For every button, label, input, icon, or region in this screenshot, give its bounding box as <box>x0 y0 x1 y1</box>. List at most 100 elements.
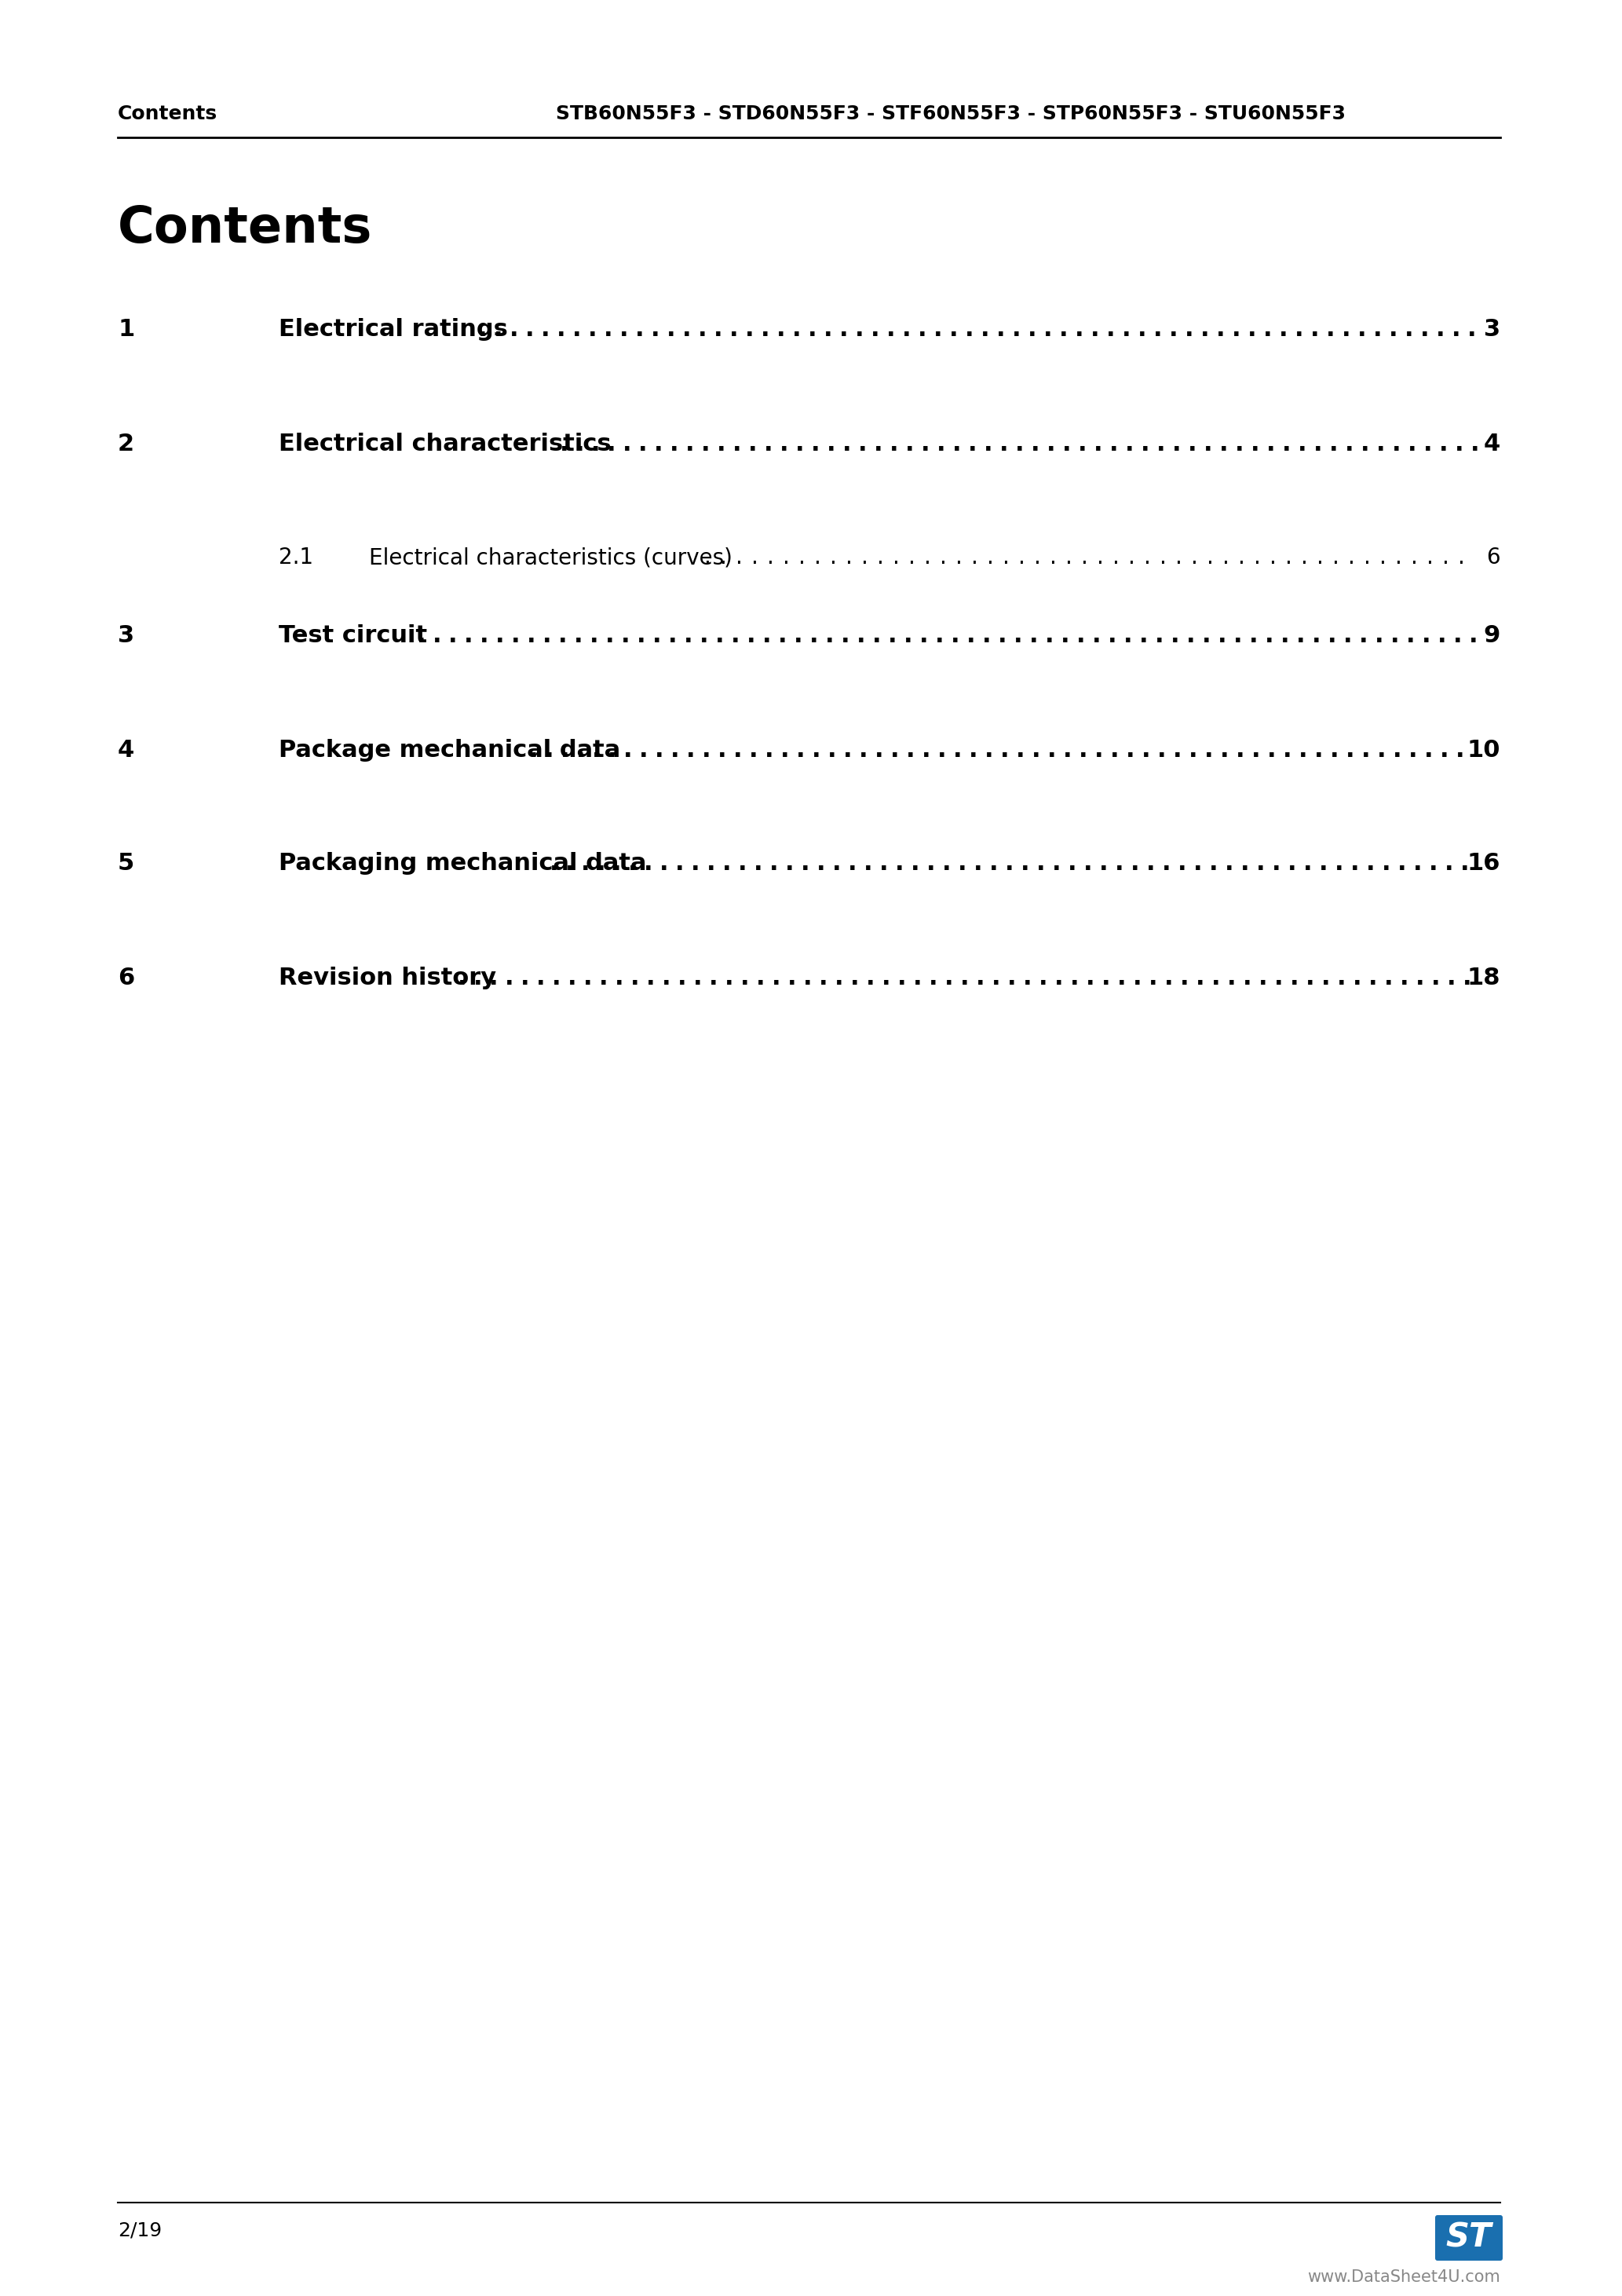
Text: .: . <box>1455 432 1465 455</box>
Text: .: . <box>736 546 743 569</box>
Text: .: . <box>725 967 733 990</box>
Text: .: . <box>1241 852 1249 875</box>
Text: .: . <box>545 739 555 762</box>
Text: .: . <box>783 546 790 569</box>
Text: .: . <box>597 852 605 875</box>
Text: .: . <box>1288 852 1296 875</box>
Text: .: . <box>874 432 882 455</box>
Text: .: . <box>1023 967 1032 990</box>
Text: .: . <box>1153 319 1163 342</box>
Text: .: . <box>910 852 920 875</box>
Text: .: . <box>1314 432 1322 455</box>
Text: Electrical characteristics: Electrical characteristics <box>279 432 611 455</box>
Text: .: . <box>809 625 819 647</box>
Text: .: . <box>1202 625 1212 647</box>
Text: .: . <box>448 625 457 647</box>
Text: .: . <box>944 967 954 990</box>
Text: .: . <box>740 967 749 990</box>
Text: .: . <box>1453 625 1463 647</box>
Text: .: . <box>1408 739 1418 762</box>
Text: .: . <box>702 739 710 762</box>
Text: .: . <box>1038 967 1048 990</box>
Text: .: . <box>988 546 994 569</box>
Text: .: . <box>668 625 678 647</box>
Text: .: . <box>733 739 743 762</box>
Text: .: . <box>921 739 931 762</box>
Text: .: . <box>1470 625 1478 647</box>
Text: .: . <box>1375 432 1385 455</box>
Text: .: . <box>1075 319 1083 342</box>
Text: Contents: Contents <box>118 103 217 124</box>
Text: .: . <box>983 625 991 647</box>
Text: .: . <box>1156 739 1166 762</box>
Text: .: . <box>1458 546 1465 569</box>
Text: .: . <box>887 625 897 647</box>
Text: .: . <box>895 852 903 875</box>
Text: .: . <box>861 546 869 569</box>
Text: .: . <box>1302 852 1312 875</box>
Text: .: . <box>811 739 821 762</box>
Text: .: . <box>1314 739 1324 762</box>
Text: 2/19: 2/19 <box>118 2220 162 2239</box>
Text: .: . <box>744 319 754 342</box>
Text: .: . <box>1019 546 1025 569</box>
Text: .: . <box>1093 432 1103 455</box>
Text: .: . <box>1280 625 1289 647</box>
Text: .: . <box>866 967 876 990</box>
Text: .: . <box>959 852 967 875</box>
Text: 4: 4 <box>1484 432 1500 455</box>
Text: .: . <box>732 625 740 647</box>
Text: .: . <box>999 432 1009 455</box>
Text: .: . <box>639 739 649 762</box>
Text: .: . <box>968 432 976 455</box>
Text: .: . <box>1194 852 1202 875</box>
Text: .: . <box>1220 432 1228 455</box>
Text: .: . <box>960 967 970 990</box>
Text: .: . <box>1171 625 1179 647</box>
Text: 4: 4 <box>118 739 135 762</box>
Text: .: . <box>684 625 693 647</box>
Text: .: . <box>1228 967 1236 990</box>
Text: .: . <box>1380 546 1387 569</box>
Text: .: . <box>1377 739 1387 762</box>
Text: .: . <box>1408 432 1416 455</box>
Text: .: . <box>779 625 787 647</box>
Text: Revision history: Revision history <box>279 967 496 990</box>
Text: .: . <box>839 319 848 342</box>
Text: .: . <box>1095 739 1103 762</box>
Text: .: . <box>1270 546 1277 569</box>
Text: .: . <box>433 625 441 647</box>
Text: Electrical characteristics (curves): Electrical characteristics (curves) <box>368 546 733 569</box>
Text: .: . <box>699 625 709 647</box>
Text: .: . <box>738 852 748 875</box>
Text: .: . <box>764 739 774 762</box>
Text: 10: 10 <box>1466 739 1500 762</box>
Text: .: . <box>660 852 668 875</box>
Text: .: . <box>608 739 616 762</box>
Text: .: . <box>564 852 574 875</box>
Text: .: . <box>1298 432 1307 455</box>
Text: .: . <box>675 852 684 875</box>
Text: .: . <box>1126 739 1135 762</box>
Text: .: . <box>1427 546 1434 569</box>
Text: .: . <box>1369 967 1377 990</box>
Text: Packaging mechanical data: Packaging mechanical data <box>279 852 647 875</box>
Text: .: . <box>926 852 936 875</box>
Text: .: . <box>599 967 608 990</box>
Text: .: . <box>576 739 586 762</box>
Text: .: . <box>1147 852 1155 875</box>
Text: .: . <box>521 967 530 990</box>
Text: .: . <box>973 852 983 875</box>
Text: .: . <box>1100 852 1108 875</box>
Text: .: . <box>1101 967 1111 990</box>
Text: .: . <box>1327 625 1337 647</box>
Text: .: . <box>1156 432 1166 455</box>
Text: .: . <box>942 852 950 875</box>
Text: .: . <box>855 319 865 342</box>
Text: .: . <box>1187 432 1197 455</box>
Text: .: . <box>879 852 889 875</box>
Text: .: . <box>730 319 738 342</box>
Text: .: . <box>1406 625 1416 647</box>
Text: .: . <box>965 319 973 342</box>
Text: .: . <box>913 967 923 990</box>
